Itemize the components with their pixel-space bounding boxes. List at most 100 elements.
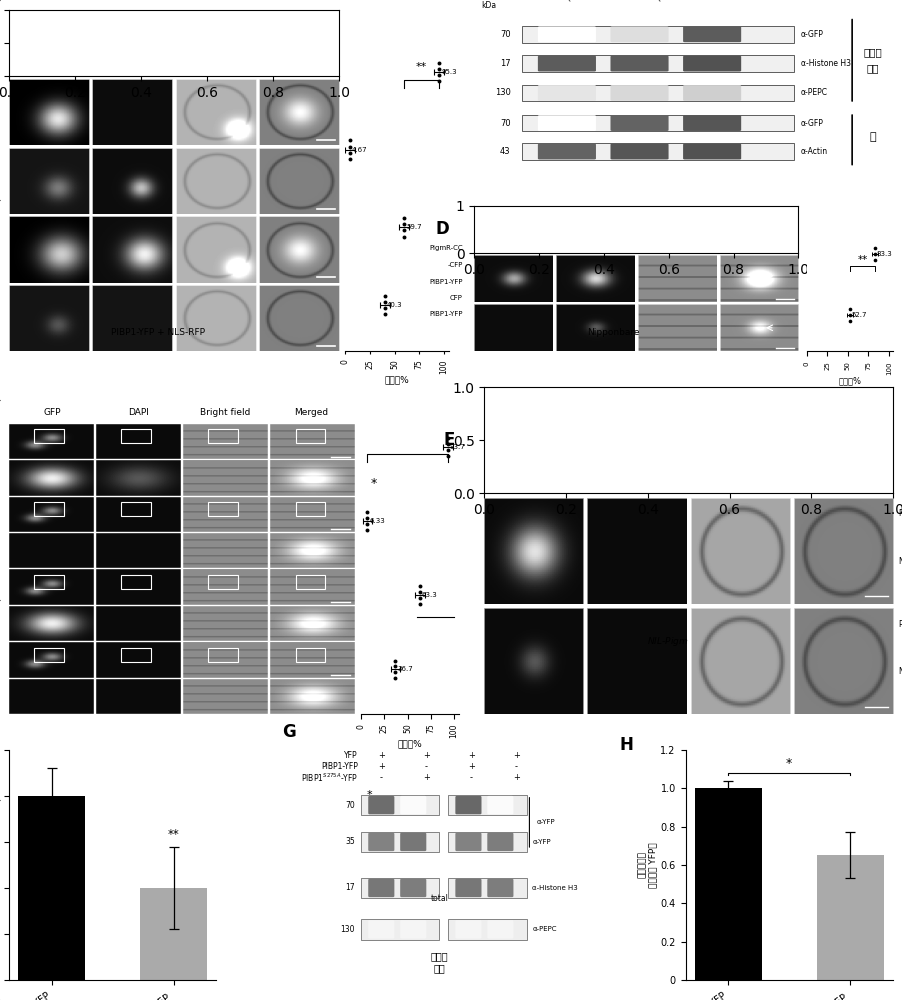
Bar: [521, 26, 794, 43]
Text: Merged: Merged: [281, 52, 315, 61]
Bar: [521, 143, 794, 160]
Text: NLS-RFP: NLS-RFP: [897, 557, 902, 566]
Point: [413, 584, 428, 600]
FancyBboxPatch shape: [683, 144, 741, 159]
Point: [441, 448, 456, 464]
Text: α-PEPC: α-PEPC: [801, 88, 828, 97]
Text: total: total: [430, 894, 448, 903]
Text: PIBP1$^{S275A}$-YFP: PIBP1$^{S275A}$-YFP: [300, 772, 358, 784]
Bar: [208, 648, 238, 662]
Point: [413, 596, 428, 612]
FancyBboxPatch shape: [611, 85, 668, 101]
Point: [388, 653, 402, 669]
FancyBboxPatch shape: [611, 26, 668, 42]
Point: [441, 430, 456, 446]
FancyBboxPatch shape: [368, 833, 394, 851]
Bar: [448, 832, 527, 852]
Point: [868, 240, 882, 256]
Text: +: +: [513, 773, 520, 782]
Text: *: *: [367, 790, 373, 800]
Bar: [296, 502, 325, 516]
FancyBboxPatch shape: [487, 796, 513, 814]
Text: 36.7: 36.7: [397, 666, 413, 672]
Text: PIBP1-YFP: PIBP1-YFP: [897, 509, 902, 518]
FancyBboxPatch shape: [456, 796, 482, 814]
Point: [343, 139, 357, 155]
Point: [378, 288, 392, 304]
Bar: [448, 919, 527, 940]
Text: α-Histone H3: α-Histone H3: [532, 885, 578, 891]
Text: +: +: [513, 751, 520, 760]
Text: Nipponbare: Nipponbare: [587, 328, 640, 337]
Point: [360, 522, 374, 538]
Text: α-GFP: α-GFP: [801, 30, 824, 39]
Text: 93.7: 93.7: [450, 444, 465, 450]
FancyBboxPatch shape: [683, 56, 741, 71]
FancyBboxPatch shape: [400, 833, 427, 851]
Text: 95.3: 95.3: [441, 69, 456, 75]
FancyBboxPatch shape: [368, 796, 394, 814]
Text: 52.7: 52.7: [851, 312, 867, 318]
Text: 35: 35: [345, 837, 355, 846]
Text: GFP: GFP: [43, 408, 61, 417]
FancyBboxPatch shape: [683, 26, 741, 42]
Point: [360, 516, 374, 532]
Bar: [448, 878, 527, 898]
Text: PIBP1$^{S275A}$-YFP: PIBP1$^{S275A}$-YFP: [897, 618, 902, 630]
Text: C: C: [438, 0, 450, 2]
Text: YFP: YFP: [42, 52, 59, 61]
Text: Nipponbare: Nipponbare: [565, 0, 603, 3]
Y-axis label: 核蛋白丰度
（相对于 YFP）: 核蛋白丰度 （相对于 YFP）: [639, 842, 658, 888]
Text: +: +: [423, 773, 429, 782]
Text: 63.3: 63.3: [422, 592, 437, 598]
FancyBboxPatch shape: [456, 879, 482, 897]
Text: +: +: [423, 751, 429, 760]
Bar: [361, 878, 439, 898]
Text: 总: 总: [870, 132, 876, 142]
Text: NLS-RFP: NLS-RFP: [897, 667, 902, 676]
Text: Bright field: Bright field: [190, 52, 241, 61]
Text: 6.33: 6.33: [369, 518, 385, 524]
Text: YFP: YFP: [528, 457, 543, 466]
Text: PIBP1-OE/Nipponbare: PIBP1-OE/Nipponbare: [656, 0, 721, 3]
Text: 83.3: 83.3: [877, 251, 892, 257]
Text: E: E: [444, 431, 455, 449]
Text: Merged: Merged: [741, 234, 775, 243]
Point: [378, 300, 392, 316]
Text: YFP: YFP: [588, 234, 603, 243]
Point: [413, 578, 428, 594]
FancyBboxPatch shape: [611, 115, 668, 131]
Bar: [448, 795, 527, 815]
FancyBboxPatch shape: [538, 85, 596, 101]
Text: α-YFP: α-YFP: [532, 839, 551, 845]
Bar: [361, 919, 439, 940]
Text: 4.67: 4.67: [352, 147, 368, 153]
Text: +: +: [468, 751, 474, 760]
FancyBboxPatch shape: [487, 879, 513, 897]
Text: PIBP1-YFP: PIBP1-YFP: [429, 279, 463, 285]
Text: α-Actin: α-Actin: [801, 147, 828, 156]
Text: +: +: [378, 762, 385, 771]
Point: [388, 658, 402, 674]
FancyBboxPatch shape: [400, 879, 427, 897]
Text: CFP: CFP: [450, 295, 463, 301]
Point: [441, 442, 456, 458]
Point: [432, 67, 446, 83]
Point: [842, 301, 857, 317]
Text: Bright field: Bright field: [651, 234, 702, 243]
Text: PIBP1-YFP: PIBP1-YFP: [429, 311, 463, 317]
X-axis label: 细胞的%: 细胞的%: [398, 740, 422, 749]
FancyBboxPatch shape: [456, 833, 482, 851]
Bar: [816, 855, 884, 980]
Bar: [208, 429, 238, 443]
FancyBboxPatch shape: [538, 56, 596, 71]
X-axis label: 细胞的%: 细胞的%: [838, 376, 861, 385]
Point: [413, 590, 428, 606]
Bar: [521, 55, 794, 72]
FancyBboxPatch shape: [400, 796, 427, 814]
Text: PIBP1-YFP: PIBP1-YFP: [321, 762, 358, 771]
Text: +: +: [378, 751, 385, 760]
Bar: [296, 429, 325, 443]
FancyBboxPatch shape: [538, 26, 596, 42]
Bar: [361, 832, 439, 852]
